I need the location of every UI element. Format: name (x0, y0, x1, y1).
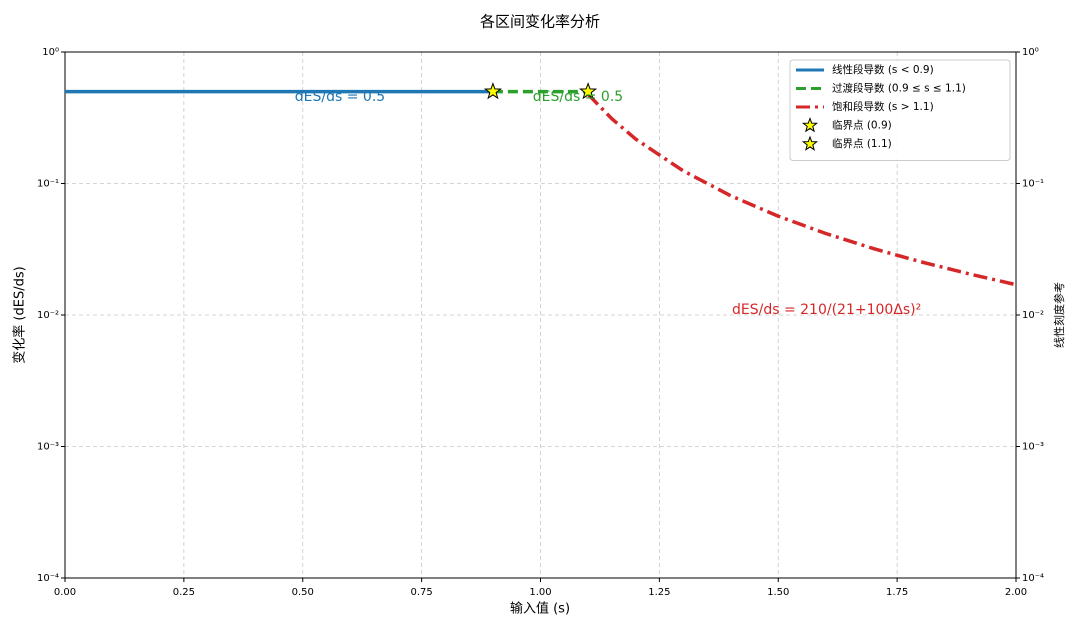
y2-tick-label: 10⁻² (1022, 310, 1044, 321)
y-axis-label: 变化率 (dES/ds) (12, 266, 28, 363)
y2-axis-label: 线性刻度参考 (1052, 282, 1066, 348)
x-tick-label: 2.00 (1005, 587, 1027, 598)
legend-label: 过渡段导数 (0.9 ≤ s ≤ 1.1) (832, 82, 966, 95)
x-tick-label: 1.50 (767, 587, 789, 598)
legend-marker (801, 135, 819, 151)
y2-tick-label: 10⁻¹ (1022, 179, 1044, 190)
x-tick-label: 1.00 (529, 587, 551, 598)
y-tick-label: 10⁻³ (37, 442, 59, 453)
x-tick-label: 0.75 (410, 587, 432, 598)
legend-label: 临界点 (1.1) (832, 137, 892, 150)
x-tick-label: 0.25 (173, 587, 195, 598)
y2-tick-label: 10⁻⁴ (1022, 573, 1044, 584)
legend-label: 临界点 (0.9) (832, 119, 892, 132)
y2-tick-label: 10⁻³ (1022, 442, 1044, 453)
plot-frame (64, 51, 1017, 579)
x-axis-label: 输入值 (s) (510, 601, 570, 617)
annotation: dES/ds = 0.5 (533, 89, 623, 105)
y-tick-label: 10⁻² (37, 310, 59, 321)
legend-box (789, 59, 1011, 161)
y-tick-label: 10⁻¹ (37, 179, 59, 190)
chart-title: 各区间变化率分析 (480, 13, 600, 31)
series-line (586, 93, 1017, 287)
y-tick-label: 10⁰ (42, 47, 59, 58)
y-tick-label: 10⁻⁴ (37, 573, 59, 584)
x-tick-label: 1.25 (648, 587, 670, 598)
annotation: dES/ds = 0.5 (295, 89, 385, 105)
x-tick-label: 0.50 (292, 587, 314, 598)
annotation: dES/ds = 210/(21+100Δs)² (732, 302, 921, 318)
legend-label: 线性段导数 (s < 0.9) (832, 63, 934, 76)
legend-label: 饱和段导数 (s > 1.1) (832, 100, 934, 113)
critical-point (579, 82, 598, 100)
legend-marker (801, 117, 819, 133)
x-tick-label: 0.00 (54, 587, 76, 598)
critical-point (483, 82, 502, 100)
y2-tick-label: 10⁰ (1022, 47, 1039, 58)
x-tick-label: 1.75 (886, 587, 908, 598)
